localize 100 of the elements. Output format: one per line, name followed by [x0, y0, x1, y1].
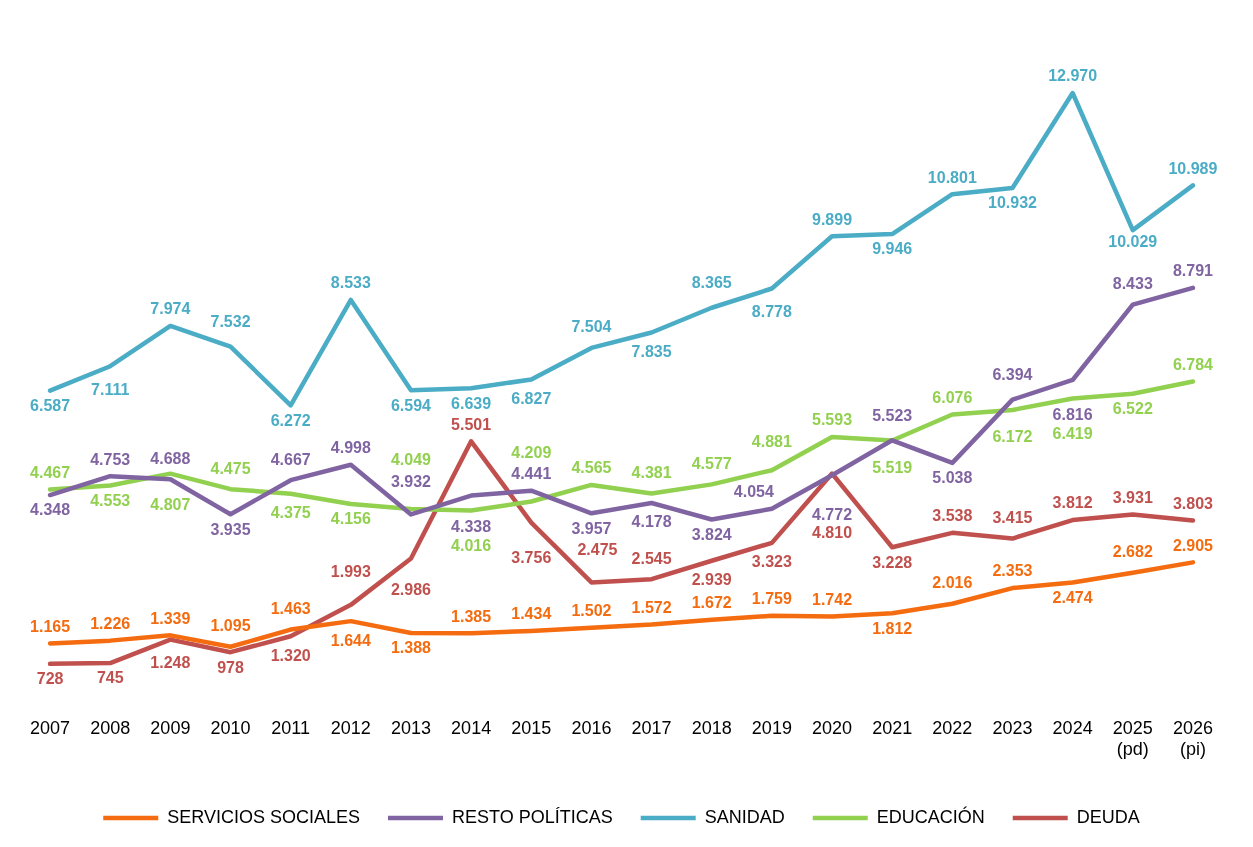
data-label: 978	[217, 658, 244, 676]
data-label: 4.209	[511, 443, 552, 461]
data-label: 1.385	[451, 607, 492, 625]
data-label: 4.348	[30, 501, 71, 519]
data-label: 9.899	[812, 210, 853, 228]
data-label: 3.803	[1172, 494, 1214, 512]
x-tick-label: 2018	[691, 717, 732, 738]
data-label: 1.226	[90, 615, 131, 633]
x-tick-label: 2009	[150, 717, 191, 738]
data-label: 2.682	[1112, 543, 1153, 561]
data-label: 6.639	[451, 394, 492, 412]
data-label: 6.172	[992, 428, 1033, 446]
x-tick-label: 2011	[271, 717, 311, 738]
data-label: 7.504	[571, 318, 612, 336]
data-label: 2.475	[577, 540, 618, 558]
x-tick-label: 2021	[872, 717, 913, 738]
x-tick-label: 2008	[90, 717, 131, 738]
legend-label: DEUDA	[1076, 806, 1140, 827]
data-label: 6.784	[1172, 355, 1214, 373]
data-label: 4.178	[631, 513, 672, 531]
data-label: 3.932	[390, 472, 432, 490]
data-label: 4.375	[270, 504, 311, 522]
x-tick-label: 2022	[932, 717, 973, 738]
data-label: 1.248	[150, 654, 191, 672]
data-label: 1.320	[270, 646, 311, 664]
data-label: 1.812	[872, 619, 913, 637]
data-label: 3.415	[992, 508, 1033, 526]
data-label: 3.931	[1112, 488, 1153, 506]
data-label: 1.572	[631, 598, 672, 616]
data-label: 3.935	[210, 520, 251, 538]
data-label: 10.932	[988, 194, 1038, 212]
data-label: 4.810	[812, 523, 853, 541]
data-label: 4.807	[150, 496, 191, 514]
data-label: 7.532	[210, 313, 251, 330]
data-label: 5.523	[872, 406, 913, 424]
data-label: 4.156	[330, 510, 371, 528]
data-label: 4.688	[150, 449, 191, 467]
x-tick-label: 2007	[30, 717, 71, 738]
data-label: 4.565	[571, 459, 612, 477]
x-tick-label: 2019	[751, 717, 792, 738]
data-label: 745	[96, 669, 124, 687]
data-label: 1.742	[812, 590, 853, 608]
data-label: 4.667	[270, 450, 311, 468]
data-label: 3.323	[751, 553, 792, 571]
data-label: 728	[36, 670, 64, 688]
data-label: 3.824	[691, 525, 732, 543]
data-label: 1.388	[390, 639, 432, 657]
data-label: 8.365	[691, 274, 732, 292]
x-tick-label: 2017	[631, 717, 672, 738]
data-label: 9.946	[872, 240, 913, 258]
data-label: 7.111	[91, 380, 130, 398]
data-label: 4.553	[90, 491, 131, 509]
data-label: 4.441	[511, 465, 552, 483]
x-tick-label: 2026 (pi)	[1172, 717, 1213, 760]
data-label: 1.339	[150, 609, 191, 627]
data-label: 6.587	[30, 397, 71, 415]
x-tick-label: 2016	[571, 717, 612, 738]
data-label: 12.970	[1048, 67, 1098, 85]
x-tick-label: 2014	[451, 717, 492, 738]
data-label: 2.545	[631, 549, 672, 567]
data-label: 6.419	[1052, 424, 1093, 442]
data-label: 8.533	[330, 274, 371, 292]
x-tick-label: 2012	[330, 717, 371, 738]
data-label: 3.538	[932, 507, 973, 525]
data-label: 1.463	[270, 599, 311, 617]
data-label: 5.501	[451, 415, 492, 433]
legend-label: RESTO POLÍTICAS	[452, 806, 613, 827]
data-label: 8.791	[1172, 262, 1214, 280]
data-label: 1.434	[511, 605, 552, 623]
data-label: 1.502	[571, 602, 612, 620]
data-label: 4.881	[751, 432, 792, 450]
x-tick-label: 2013	[390, 717, 431, 738]
x-tick-label: 2010	[210, 717, 251, 738]
data-label: 6.816	[1052, 406, 1093, 424]
data-label: 4.467	[30, 463, 71, 481]
data-label: 4.772	[812, 505, 853, 523]
data-label: 6.394	[992, 366, 1033, 384]
legend-label: SANIDAD	[704, 806, 785, 827]
data-label: 4.016	[451, 536, 492, 554]
data-label: 1.759	[751, 590, 792, 608]
data-label: 6.272	[270, 411, 311, 429]
data-label: 6.827	[511, 389, 552, 407]
data-label: 2.939	[691, 571, 732, 589]
legend-label: EDUCACIÓN	[876, 805, 985, 827]
data-label: 3.957	[571, 519, 612, 537]
data-label: 6.076	[932, 388, 973, 406]
data-label: 10.801	[927, 168, 977, 186]
data-label: 8.778	[751, 302, 792, 320]
data-label: 5.593	[812, 411, 853, 429]
data-label: 4.054	[733, 483, 774, 501]
data-label: 6.522	[1112, 400, 1153, 418]
data-label: 3.228	[872, 553, 913, 571]
data-label: 7.835	[631, 342, 672, 360]
data-label: 1.672	[691, 594, 732, 612]
data-label: 1.993	[330, 563, 371, 581]
data-label: 3.756	[511, 549, 552, 567]
data-label: 2.353	[992, 562, 1033, 580]
x-tick-label: 2024	[1052, 717, 1093, 738]
data-label: 8.433	[1112, 274, 1153, 292]
x-tick-label: 2025 (pd)	[1112, 717, 1153, 760]
